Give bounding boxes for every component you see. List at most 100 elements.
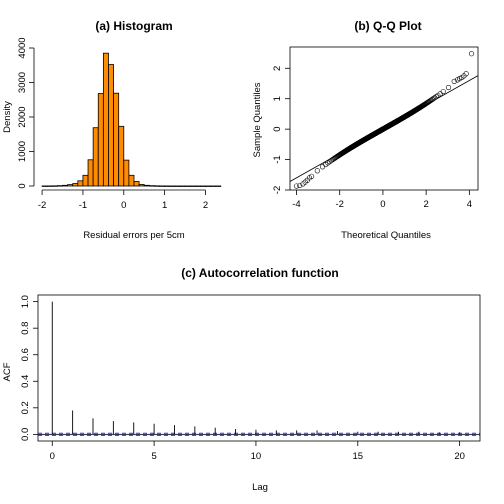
acf-y-tick-label: 0.0 — [20, 428, 31, 441]
histogram-x-tick-label: 2 — [203, 200, 208, 211]
qq-x-tick-label: 0 — [380, 199, 385, 210]
histogram-y-tick-label: 1000 — [17, 141, 28, 162]
histogram-bar — [189, 185, 196, 187]
histogram-bar — [138, 184, 145, 187]
histogram-bars — [41, 52, 222, 187]
qq-point — [451, 78, 457, 84]
histogram-bar — [97, 93, 104, 187]
acf-x-tick-label: 10 — [251, 451, 262, 462]
histogram-bar — [179, 185, 186, 187]
qq-point — [440, 88, 446, 95]
histogram-bar — [118, 125, 125, 187]
histogram-bar — [57, 185, 63, 187]
qq-x-tick-label: -4 — [292, 199, 300, 210]
histogram-bar — [67, 184, 74, 187]
histogram-bar — [128, 174, 135, 187]
histogram-bar — [62, 184, 69, 187]
acf-y-tick-label: 0.4 — [20, 375, 31, 388]
histogram-y-tick-label: 2000 — [17, 106, 28, 127]
histogram-bar — [194, 185, 201, 187]
qq-point — [297, 182, 303, 189]
acf-axes: 0 5 10 15 20 0.0 0.2 0.4 0.6 0.8 1.0 — [20, 295, 465, 462]
acf-xlabel: Lag — [252, 482, 268, 493]
histogram-bar — [199, 185, 206, 187]
histogram-bar — [154, 185, 160, 187]
qq-y-tick-label: -2 — [272, 186, 283, 194]
histogram-bar — [143, 184, 150, 187]
histogram-bar — [215, 185, 222, 187]
qq-axes: -4 -2 0 2 4 -2 -1 0 1 2 — [272, 66, 472, 210]
histogram-bar — [87, 159, 94, 187]
qq-y-tick-label: 2 — [272, 66, 283, 71]
acf-ylabel: ACF — [2, 362, 13, 381]
acf-x-tick-label: 20 — [454, 451, 465, 462]
histogram-bar — [164, 185, 171, 187]
histogram-bar — [133, 181, 140, 187]
qq-point — [468, 51, 475, 57]
qq-points — [289, 51, 479, 189]
histogram-panel: (a) Histogram Residual errors per 5cm De… — [2, 19, 222, 241]
histogram-bar — [169, 185, 176, 187]
qq-frame — [289, 46, 479, 191]
histogram-bar — [148, 185, 155, 187]
acf-y-tick-label: 0.8 — [20, 322, 31, 335]
qq-point — [320, 164, 326, 170]
histogram-bar — [159, 185, 166, 187]
qq-point — [314, 168, 320, 174]
histogram-x-tick-label: -2 — [38, 200, 46, 211]
histogram-axes: -2 -1 0 1 2 0 1000 2000 3000 4000 — [17, 37, 208, 211]
acf-x-tick-label: 5 — [151, 451, 156, 462]
qq-x-tick-label: -2 — [335, 199, 343, 210]
qq-title: (b) Q-Q Plot — [354, 19, 421, 33]
histogram-bar — [123, 159, 130, 187]
histogram-bar — [46, 185, 53, 187]
acf-plot-box — [37, 294, 481, 442]
qq-y-tick-label: 0 — [272, 127, 283, 132]
histogram-title: (a) Histogram — [95, 19, 172, 33]
histogram-bar — [210, 185, 217, 187]
qq-y-tick-label: 1 — [272, 96, 283, 101]
qq-plot-box — [289, 46, 479, 191]
histogram-y-tick-label: 0 — [17, 183, 28, 188]
histogram-bar — [77, 180, 84, 187]
acf-title: (c) Autocorrelation function — [181, 266, 339, 280]
qq-reference-line — [289, 75, 479, 182]
histogram-bar — [51, 185, 58, 187]
acf-y-tick-label: 0.6 — [20, 348, 31, 361]
histogram-bar — [82, 174, 89, 187]
acf-x-tick-label: 15 — [352, 451, 363, 462]
histogram-bar — [41, 185, 48, 187]
qq-point — [463, 71, 469, 77]
acf-x-tick-label: 0 — [50, 451, 55, 462]
histogram-bar — [108, 64, 114, 187]
qq-point — [309, 173, 315, 179]
histogram-xlabel: Residual errors per 5cm — [83, 230, 184, 241]
histogram-bar — [205, 185, 211, 187]
qq-ylabel: Sample Quantiles — [252, 82, 263, 157]
acf-bars — [38, 301, 480, 436]
histogram-x-tick-label: 0 — [121, 200, 126, 211]
acf-y-tick-label: 0.2 — [20, 401, 31, 414]
qq-y-tick-label: -1 — [272, 155, 283, 163]
histogram-ylabel: Density — [2, 101, 13, 133]
qq-point — [293, 183, 300, 189]
histogram-bar — [184, 185, 191, 187]
acf-y-tick-label: 1.0 — [20, 295, 31, 308]
histogram-x-tick-label: 1 — [162, 200, 167, 211]
histogram-y-tick-label: 4000 — [17, 37, 28, 58]
qq-x-tick-label: 4 — [467, 199, 472, 210]
acf-panel: (c) Autocorrelation function Lag ACF 0 5 1… — [2, 266, 481, 493]
histogram-y-tick-label: 3000 — [17, 72, 28, 93]
acf-frame — [37, 294, 481, 442]
histogram-bar — [113, 92, 120, 187]
histogram-bar — [174, 185, 181, 187]
acf-confidence-band — [38, 433, 480, 436]
qq-x-tick-label: 2 — [423, 199, 428, 210]
qq-panel: (b) Q-Q Plot Theoretical Quantiles Sampl… — [252, 19, 479, 241]
histogram-bar — [72, 183, 79, 187]
histogram-x-tick-label: -1 — [79, 200, 87, 211]
qq-point — [445, 84, 452, 91]
histogram-bar — [102, 52, 109, 187]
qq-xlabel: Theoretical Quantiles — [341, 230, 431, 241]
